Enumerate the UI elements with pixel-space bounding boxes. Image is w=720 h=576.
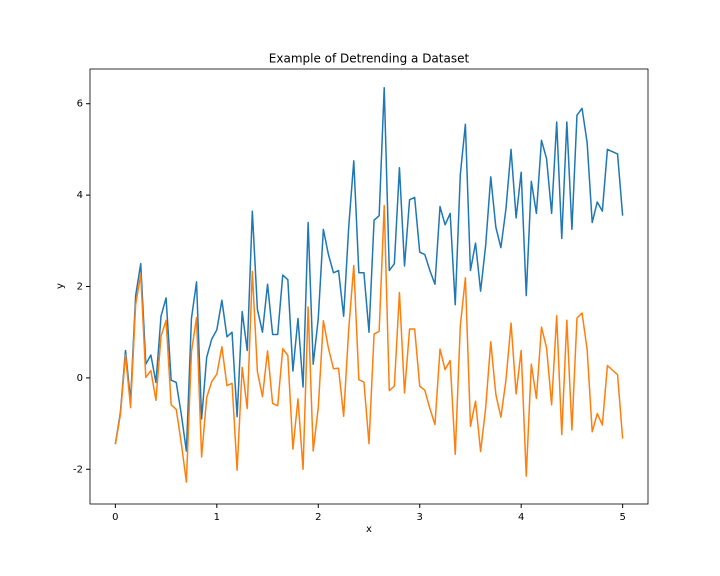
x-tick-label: 2 — [315, 512, 321, 523]
x-axis-label: x — [366, 524, 372, 535]
y-tick-label: 4 — [77, 190, 83, 201]
data-line — [114, 86, 624, 452]
x-tick-label: 0 — [112, 512, 118, 523]
y-tick-label: 6 — [77, 99, 83, 110]
data-line — [114, 204, 624, 483]
x-tick-label: 1 — [214, 512, 220, 523]
x-tick-label: 5 — [619, 512, 625, 523]
y-axis-label: y — [55, 283, 66, 289]
x-tick-label: 3 — [417, 512, 423, 523]
y-tick-label: 2 — [77, 282, 83, 293]
y-tick-label: -2 — [73, 464, 83, 475]
plot-frame — [89, 68, 649, 505]
y-tick-label: 0 — [77, 373, 83, 384]
x-tick-label: 4 — [518, 512, 524, 523]
chart-title: Example of Detrending a Dataset — [269, 52, 470, 66]
